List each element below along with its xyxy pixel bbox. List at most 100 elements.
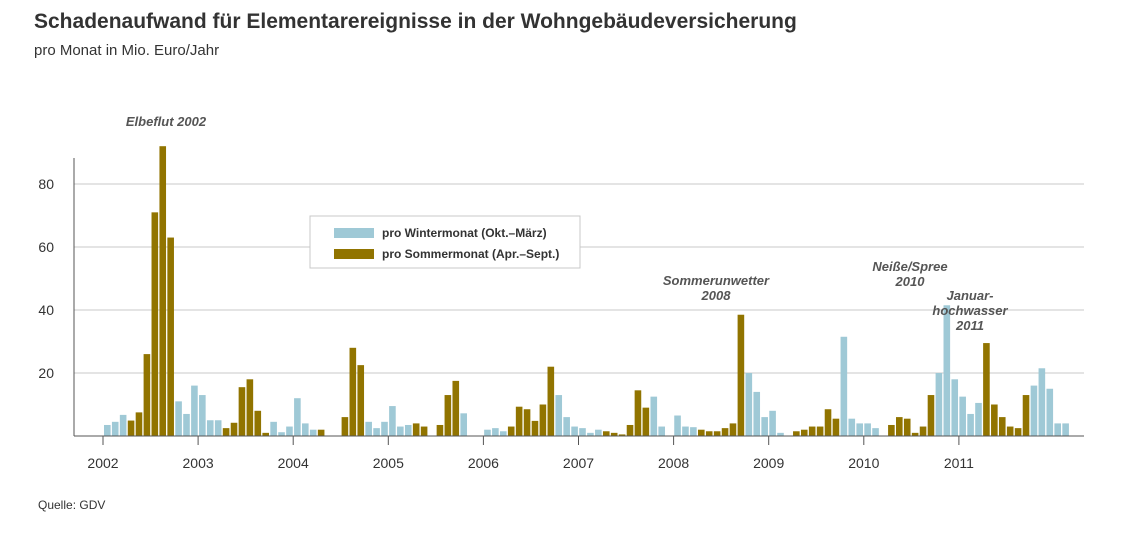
- bar: [127, 420, 135, 436]
- x-tick-label: 2004: [278, 455, 309, 471]
- y-tick-label: 20: [38, 365, 54, 381]
- bar: [452, 380, 460, 437]
- bar: [1030, 385, 1038, 436]
- bar: [175, 401, 182, 436]
- bar: [840, 336, 848, 436]
- bar: [143, 354, 151, 436]
- bar: [1062, 423, 1069, 436]
- bar: [951, 379, 959, 436]
- bar: [1054, 423, 1061, 436]
- bar: [286, 426, 293, 436]
- bar: [903, 418, 911, 436]
- bar: [1014, 428, 1022, 437]
- bar: [618, 434, 626, 436]
- bar: [935, 373, 943, 436]
- bar: [658, 426, 665, 436]
- y-tick-labels: 20 40 60 80: [38, 176, 54, 381]
- bar: [729, 423, 737, 436]
- bar: [412, 423, 420, 436]
- legend-label-winter: pro Wintermonat (Okt.–März): [382, 226, 547, 240]
- bar: [626, 424, 634, 436]
- x-tick-labels: 2002 2003 2004 2005 2006 2007 2008 2009 2010 2011: [87, 436, 974, 471]
- bar: [998, 417, 1006, 436]
- bar: [919, 426, 927, 436]
- bar: [705, 431, 713, 436]
- bar: [991, 404, 998, 436]
- bar: [302, 423, 309, 436]
- bar: [254, 410, 262, 436]
- bar: [848, 418, 856, 436]
- bar: [317, 429, 325, 436]
- bar: [500, 431, 507, 436]
- bar: [270, 421, 277, 436]
- bar: [104, 424, 111, 436]
- bar: [777, 432, 784, 436]
- bar: [555, 395, 563, 436]
- bar: [864, 423, 871, 436]
- gridlines: [74, 183, 1084, 374]
- y-tick-label: 40: [38, 302, 54, 318]
- bar: [492, 428, 499, 437]
- bar: [911, 432, 919, 436]
- bar: [214, 420, 222, 436]
- x-tick-label: 2003: [183, 455, 214, 471]
- y-tick-label: 60: [38, 239, 54, 255]
- bar: [642, 407, 650, 436]
- bar: [397, 426, 404, 436]
- chart-title: Schadenaufwand für Elementarereignisse i…: [34, 10, 797, 33]
- bar: [959, 396, 966, 437]
- bar: [373, 428, 380, 437]
- bar: [167, 237, 174, 436]
- bar: [595, 429, 602, 436]
- bar: [159, 146, 167, 436]
- bar: [808, 426, 816, 436]
- annotation: Januar-hochwasser 2011: [932, 288, 1008, 333]
- bar: [690, 427, 697, 436]
- x-tick-label: 2006: [468, 455, 499, 471]
- bar: [484, 429, 491, 436]
- bar: [191, 385, 198, 436]
- bar: [444, 395, 452, 436]
- legend: pro Wintermonat (Okt.–März) pro Sommermo…: [309, 215, 581, 269]
- axes: [73, 158, 1084, 437]
- bar: [436, 424, 444, 436]
- bar: [571, 426, 578, 436]
- bar: [151, 212, 159, 436]
- x-tick-label: 2011: [944, 455, 974, 471]
- x-tick-label: 2007: [563, 455, 594, 471]
- bar: [610, 432, 618, 436]
- x-tick-label: 2008: [658, 455, 689, 471]
- legend-label-summer: pro Sommermonat (Apr.–Sept.): [382, 247, 559, 261]
- bar: [872, 428, 879, 437]
- bar: [563, 417, 570, 436]
- y-tick-label: 80: [38, 176, 54, 192]
- x-tick-label: 2002: [87, 455, 118, 471]
- bar: [230, 422, 238, 436]
- source-note: Quelle: GDV: [38, 498, 106, 512]
- bar: [682, 426, 689, 436]
- bar: [975, 402, 982, 436]
- annotation: Elbeflut 2002: [126, 114, 207, 129]
- bar: [341, 417, 349, 436]
- bars: [104, 146, 1069, 437]
- bar: [119, 414, 127, 436]
- bar: [753, 391, 761, 436]
- bar: [349, 347, 357, 436]
- bar: [1006, 426, 1014, 436]
- legend-box: [309, 215, 581, 269]
- bar: [262, 432, 269, 436]
- bar: [278, 432, 285, 436]
- x-tick-label: 2009: [753, 455, 784, 471]
- bar: [357, 365, 365, 437]
- annotation: Neiße/Spree 2010: [872, 259, 947, 289]
- bar: [1046, 388, 1054, 436]
- bar: [420, 426, 428, 436]
- bar: [800, 429, 808, 436]
- bar: [579, 428, 586, 437]
- bar: [721, 428, 729, 437]
- bar: [539, 404, 547, 436]
- bar: [246, 379, 254, 436]
- bar: [832, 418, 840, 436]
- bar: [1038, 368, 1046, 436]
